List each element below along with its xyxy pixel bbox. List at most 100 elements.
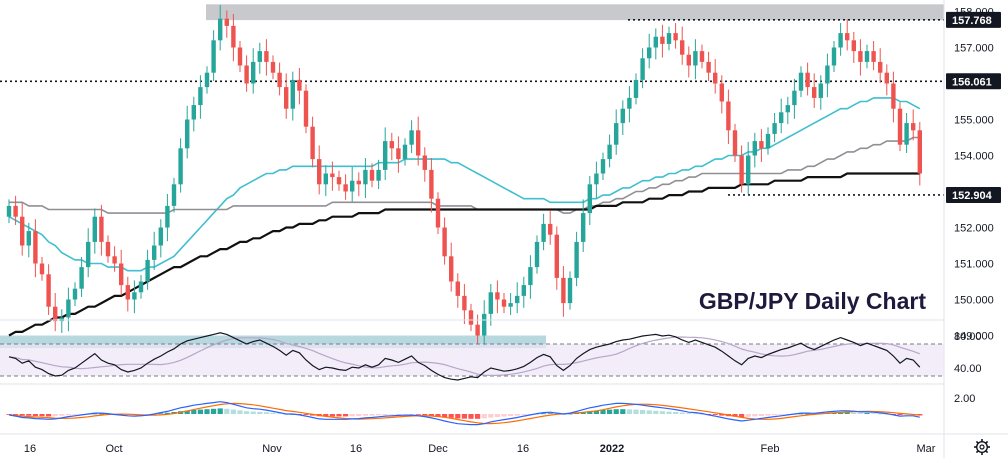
histogram-bar bbox=[732, 414, 738, 417]
histogram-bar bbox=[772, 414, 778, 416]
price-label: 157.768 bbox=[952, 15, 992, 27]
candle bbox=[574, 241, 579, 278]
candle bbox=[152, 245, 157, 260]
histogram-bar bbox=[244, 411, 250, 414]
candle bbox=[86, 241, 91, 268]
candle bbox=[831, 47, 837, 66]
time-scale[interactable]: 16 Oct Nov 16 Dec 16 2022 Feb Mar bbox=[24, 443, 936, 455]
histogram-bar bbox=[534, 413, 540, 415]
time-tick-label: Feb bbox=[761, 443, 780, 455]
price-tick-label: 150.000 bbox=[954, 295, 994, 307]
ma-line bbox=[9, 136, 920, 214]
candle bbox=[627, 97, 632, 109]
settings-button[interactable] bbox=[974, 439, 990, 455]
histogram-bar bbox=[52, 414, 58, 417]
candle bbox=[541, 223, 546, 242]
candle bbox=[20, 216, 25, 246]
candle bbox=[336, 177, 342, 185]
price-label: 156.061 bbox=[952, 76, 992, 88]
time-tick-label: 2022 bbox=[600, 443, 624, 455]
histogram-bar bbox=[145, 414, 151, 415]
candle bbox=[383, 141, 388, 170]
candle bbox=[759, 141, 764, 149]
price-tick-label: 149.000 bbox=[954, 331, 994, 343]
histogram-bar bbox=[541, 413, 547, 415]
histogram-bar bbox=[217, 408, 223, 414]
candle bbox=[46, 274, 51, 307]
candle bbox=[251, 61, 256, 84]
histogram-bar bbox=[620, 409, 626, 414]
histogram-bar bbox=[98, 413, 104, 415]
candle bbox=[429, 169, 434, 199]
histogram-bar bbox=[481, 414, 487, 419]
time-tick-label: 16 bbox=[517, 443, 529, 455]
price-tick-label: 152.000 bbox=[954, 223, 994, 235]
candle bbox=[858, 51, 863, 62]
candle bbox=[673, 33, 678, 41]
candle bbox=[79, 267, 84, 289]
time-tick-label: Dec bbox=[428, 443, 448, 455]
candle bbox=[581, 213, 586, 242]
price-scale[interactable]: 149.000150.000151.000152.000153.000154.0… bbox=[946, 7, 1001, 406]
candle bbox=[237, 47, 243, 66]
candle bbox=[680, 40, 685, 55]
candle bbox=[231, 25, 236, 48]
candle bbox=[693, 51, 698, 66]
histogram-bar bbox=[270, 412, 276, 414]
candle bbox=[119, 263, 124, 286]
histogram-bar bbox=[626, 409, 632, 414]
histogram-bar bbox=[864, 413, 870, 414]
candle bbox=[26, 231, 31, 246]
candle bbox=[92, 216, 97, 242]
candle bbox=[363, 169, 368, 185]
histogram-bar bbox=[508, 414, 514, 417]
candle bbox=[171, 184, 177, 206]
candle bbox=[191, 105, 196, 120]
histogram-bar bbox=[389, 414, 395, 415]
candle bbox=[284, 87, 289, 109]
candle bbox=[726, 101, 731, 131]
candle bbox=[508, 303, 513, 307]
candle bbox=[53, 306, 58, 322]
candle bbox=[686, 54, 691, 66]
candle bbox=[719, 83, 724, 102]
price-label: 152.904 bbox=[952, 190, 993, 202]
candle bbox=[218, 18, 223, 41]
macd-line bbox=[8, 401, 920, 426]
histogram-bar bbox=[501, 414, 507, 417]
histogram-bar bbox=[211, 408, 217, 414]
histogram-bar bbox=[191, 410, 197, 414]
candle bbox=[455, 281, 460, 296]
histogram-bar bbox=[461, 414, 467, 419]
histogram-bar bbox=[871, 413, 877, 414]
histogram-bar bbox=[402, 414, 408, 415]
histogram-bar bbox=[745, 414, 751, 417]
histogram-bar bbox=[59, 414, 65, 416]
candle bbox=[871, 51, 876, 62]
histogram-bar bbox=[580, 412, 586, 414]
histogram-bar bbox=[92, 413, 98, 415]
candle bbox=[409, 130, 414, 145]
histogram-bar bbox=[409, 414, 415, 415]
histogram-bar bbox=[587, 411, 593, 414]
candle bbox=[897, 108, 903, 145]
oscillator-tick-label: 80.00 bbox=[954, 331, 982, 343]
price-tick-label: 155.000 bbox=[954, 115, 994, 127]
histogram-bar bbox=[468, 414, 474, 419]
candle bbox=[449, 256, 454, 282]
histogram-bar bbox=[323, 414, 329, 417]
candle bbox=[257, 51, 262, 62]
candle bbox=[211, 40, 216, 73]
candle bbox=[356, 180, 361, 185]
histogram-bar bbox=[593, 410, 599, 414]
candle bbox=[699, 51, 705, 62]
candle bbox=[416, 130, 421, 156]
histogram-bar bbox=[204, 409, 210, 414]
histogram-bar bbox=[884, 413, 890, 415]
histogram-bar bbox=[277, 413, 283, 415]
candle bbox=[647, 47, 652, 59]
histogram-bar bbox=[547, 413, 553, 414]
histogram-bar bbox=[838, 412, 844, 414]
histogram-bar bbox=[369, 414, 375, 416]
